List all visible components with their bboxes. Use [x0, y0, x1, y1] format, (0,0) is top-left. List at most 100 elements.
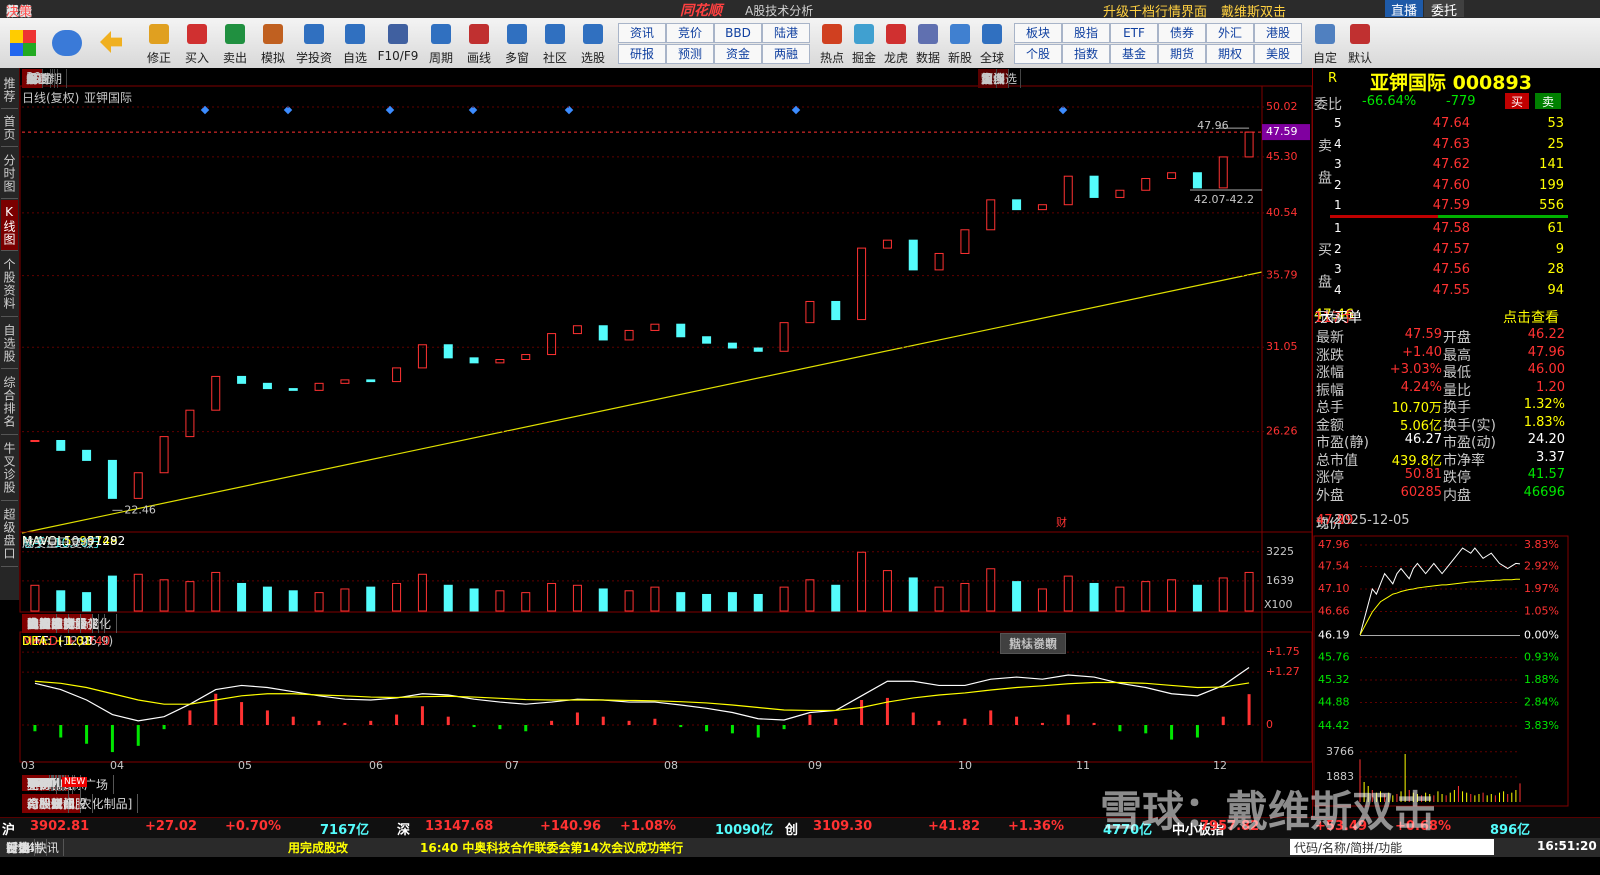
volume-tab[interactable]: 换手率: [22, 614, 70, 633]
tool-grid-cell[interactable]: 个股: [1014, 44, 1062, 64]
tool-label[interactable]: 新股: [947, 51, 972, 65]
menu-item[interactable]: 交易: [6, 5, 33, 20]
menu-item[interactable]: 机会: [6, 5, 33, 20]
volume-tab[interactable]: 机构探测器: [22, 614, 94, 633]
sidebar-tab[interactable]: 超级盘口: [1, 502, 18, 567]
sidebar-tab[interactable]: 分时图: [1, 148, 18, 199]
volume-tab[interactable]: 陆股通持股变化: [22, 614, 118, 633]
period-tab[interactable]: 多周期: [22, 69, 68, 88]
tool-label[interactable]: F10/F9: [377, 49, 419, 63]
sidebar-tab[interactable]: 首页: [1, 110, 18, 147]
sell-button[interactable]: 卖: [1535, 93, 1561, 109]
tool-label[interactable]: 自定: [1312, 51, 1337, 65]
menu-item[interactable]: 分析: [6, 5, 33, 20]
tool-label[interactable]: 画线: [466, 51, 491, 65]
volume-tab[interactable]: 资金抄底: [22, 614, 82, 633]
indicator-tab[interactable]: SAR: [22, 775, 58, 791]
tool-label[interactable]: 学投资: [295, 51, 332, 65]
news-tab[interactable]: 高手观点: [22, 794, 82, 813]
volume-tab[interactable]: 外盘: [22, 614, 58, 633]
menu-item[interactable]: 决策: [6, 5, 33, 20]
sidebar-tab[interactable]: 综合排名: [1, 370, 18, 435]
tool-grid-cell[interactable]: 基金: [1110, 44, 1158, 64]
news-tab[interactable]: AI相似个股: [22, 794, 93, 813]
tool-grid-cell[interactable]: 港股: [1254, 23, 1302, 43]
news-ticker[interactable]: 16:40 中奥科技合作联委会第14次会议成功举行: [420, 841, 684, 855]
top-link[interactable]: 戴维斯双击: [1221, 5, 1287, 20]
tool-grid-cell[interactable]: 期权: [1206, 44, 1254, 64]
tool-grid-cell[interactable]: 资金: [714, 44, 762, 64]
tool-grid-cell[interactable]: 陆港: [762, 23, 810, 43]
period-tab[interactable]: 60分: [22, 69, 59, 88]
indicator-tab[interactable]: BBI: [22, 775, 54, 791]
tool-label[interactable]: 全球: [979, 51, 1004, 65]
tool-label[interactable]: 热点: [819, 51, 844, 65]
sidebar-tab[interactable]: K线图: [1, 200, 18, 251]
tool-label[interactable]: 自选: [342, 51, 367, 65]
news-tab[interactable]: 论股堂: [22, 794, 70, 813]
top-button[interactable]: 委托: [1424, 0, 1464, 19]
indicator-tab[interactable]: VR: [22, 775, 50, 791]
tool-grid-cell[interactable]: 竞价: [666, 23, 714, 43]
indicator-tab[interactable]: OBV: [22, 775, 59, 791]
indicator-tab[interactable]: MTM: [22, 775, 62, 791]
tool-grid-cell[interactable]: 资讯: [618, 23, 666, 43]
news-tab[interactable]: 个股新闻: [22, 794, 82, 813]
menu-item[interactable]: 帮助: [6, 5, 33, 20]
tool-grid-cell[interactable]: 板块: [1014, 23, 1062, 43]
tool-label[interactable]: 默认: [1347, 51, 1372, 65]
menu-item[interactable]: 行情: [6, 5, 33, 20]
tool-label[interactable]: 模拟: [260, 51, 285, 65]
volume-tab[interactable]: 市盈率(ttm): [22, 614, 100, 633]
tool-grid-cell[interactable]: 预测: [666, 44, 714, 64]
tool-label[interactable]: 多窗: [504, 51, 529, 65]
indicator-tab[interactable]: KDJ: [22, 775, 54, 791]
chart-tool[interactable]: 事件: [978, 69, 1010, 88]
tool-grid-cell[interactable]: 外汇: [1206, 23, 1254, 43]
menu-item[interactable]: 资讯: [6, 5, 33, 20]
sidebar-tab[interactable]: 牛叉诊股: [1, 436, 18, 501]
tool-grid-cell[interactable]: 股指: [1062, 23, 1110, 43]
status-item[interactable]: 7*24快讯: [2, 839, 64, 856]
tool-label[interactable]: 龙虎: [883, 51, 908, 65]
indicator-tab[interactable]: TRIX: [22, 775, 61, 791]
tool-grid-cell[interactable]: BBD: [714, 23, 762, 43]
top-button[interactable]: 直播: [1385, 0, 1423, 19]
top-link[interactable]: 升级千档行情界面: [1103, 5, 1208, 20]
tool-label[interactable]: 卖出: [222, 51, 247, 65]
chart-tool[interactable]: 窗: [978, 69, 998, 88]
menu-item[interactable]: 系统: [6, 5, 33, 20]
macd-button[interactable]: 指标说明: [1000, 633, 1067, 654]
menu-item[interactable]: 工具: [6, 5, 33, 20]
tool-grid-cell[interactable]: 债券: [1158, 23, 1206, 43]
period-tab[interactable]: 设置: [22, 69, 56, 88]
tool-grid-cell[interactable]: ETF: [1110, 23, 1158, 43]
chart-tool[interactable]: 加自选: [978, 69, 1022, 88]
sidebar-tab[interactable]: 个股资料: [1, 252, 18, 317]
tool-label[interactable]: 选股: [580, 51, 605, 65]
sidebar-tab[interactable]: 推荐: [1, 72, 18, 109]
status-item[interactable]: 手机端: [2, 839, 48, 856]
indicator-tab[interactable]: ASI: [22, 775, 53, 791]
tool-grid-cell[interactable]: 两融: [762, 44, 810, 64]
buy-button[interactable]: 买: [1505, 93, 1529, 109]
tool-label[interactable]: 周期: [428, 51, 453, 65]
tool-label[interactable]: 掘金: [851, 51, 876, 65]
status-item[interactable]: 盯盘: [2, 839, 36, 856]
period-tab[interactable]: 5分: [22, 69, 51, 88]
tool-grid-cell[interactable]: 美股: [1254, 44, 1302, 64]
period-tab[interactable]: 年: [22, 69, 44, 88]
big-order-link[interactable]: 点击查看: [1503, 310, 1559, 326]
tool-label[interactable]: 买入: [184, 51, 209, 65]
tool-grid-cell[interactable]: 指数: [1062, 44, 1110, 64]
search-box[interactable]: 代码/名称/简拼/功能: [1290, 839, 1494, 855]
tool-grid-cell[interactable]: 期货: [1158, 44, 1206, 64]
period-tab[interactable]: 30s: [22, 69, 53, 85]
tool-grid-cell[interactable]: 研报: [618, 44, 666, 64]
indicator-tab[interactable]: DMI: [22, 775, 57, 791]
chart-tool[interactable]: 更多: [978, 69, 1010, 88]
sidebar-tab[interactable]: 自选股: [1, 318, 18, 369]
tool-label[interactable]: 数据: [915, 51, 940, 65]
menu-item[interactable]: 报价: [6, 5, 33, 20]
tool-label[interactable]: 社区: [542, 51, 567, 65]
